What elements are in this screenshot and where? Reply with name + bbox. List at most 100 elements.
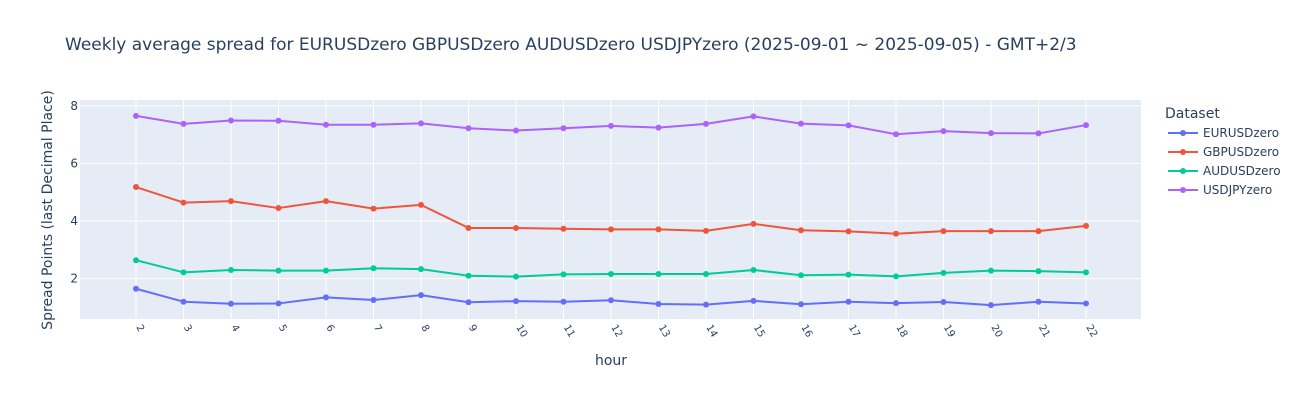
x-tick-label: 12 [608,323,624,340]
data-point [133,112,139,119]
x-tick-label: 16 [798,323,814,340]
legend-swatch-marker [1180,168,1186,174]
data-point [750,113,757,120]
data-point [418,292,424,299]
x-tick-label: 21 [1036,323,1052,340]
data-point [1035,228,1042,235]
series-lines [133,112,1089,309]
data-point [465,125,472,132]
data-point [608,297,614,304]
data-point [370,265,377,272]
data-point [370,296,377,303]
gridlines [80,100,1141,319]
data-point [608,122,614,129]
data-point [608,271,614,278]
data-point [1083,269,1089,276]
y-tick-label: 2 [70,272,78,286]
data-point [750,297,757,304]
data-point [133,184,139,191]
data-point [513,224,519,231]
y-tick-label: 4 [70,214,78,228]
data-point [465,299,472,306]
legend-swatch-marker [1180,130,1186,136]
data-point [1035,130,1042,137]
x-tick-label: 8 [418,323,431,334]
data-point [988,130,994,137]
x-tick-label: 7 [371,323,384,334]
x-tick-label: 4 [228,323,241,334]
x-tick-label: 2 [133,323,146,334]
legend-label: USDJPYzero [1203,183,1272,197]
data-point [323,198,329,205]
data-point [133,257,139,264]
data-point [1083,300,1089,307]
data-point [940,269,947,276]
x-tick-label: 19 [941,323,957,340]
data-point [275,300,282,307]
data-point [465,224,472,231]
data-point [513,298,519,305]
legend-title: Dataset [1165,106,1220,122]
data-point [228,117,234,124]
data-point [750,220,757,227]
data-point [228,300,234,307]
data-point [655,124,662,131]
data-point [180,298,187,305]
data-point [703,120,709,127]
data-point [703,271,709,278]
x-tick-label: 6 [323,323,336,334]
data-point [560,271,567,278]
data-point [323,121,329,128]
x-tick-label: 15 [751,323,767,340]
data-point [275,267,282,274]
data-point [703,227,709,234]
data-point [988,267,994,274]
x-axis-title: hour [595,353,627,369]
data-point [845,228,852,235]
data-point [228,267,234,274]
x-tick-label: 20 [988,323,1004,340]
data-point [560,125,567,132]
legend-label: GBPUSDzero [1203,145,1279,159]
data-point [655,226,662,233]
data-point [940,298,947,305]
x-tick-label: 18 [893,323,909,340]
data-point [275,117,282,124]
x-tick-label: 3 [181,323,194,334]
data-point [845,298,852,305]
data-point [180,199,187,206]
data-point [180,120,187,127]
x-axis-ticks: 2 3 4 5 6 7 8 9 10 11 12 13 14 15 16 17 18 19 20 21 22 [133,323,1099,340]
data-point [180,269,187,276]
data-point [513,273,519,280]
legend-swatch-marker [1180,187,1186,193]
data-point [845,122,852,129]
data-point [988,302,994,309]
data-point [893,300,899,307]
data-point [465,272,472,279]
data-point [703,301,709,308]
x-tick-label: 10 [513,323,529,340]
data-point [798,227,804,234]
data-point [370,205,377,212]
data-point [1083,222,1089,229]
data-point [1035,298,1042,305]
x-tick-label: 9 [466,323,479,334]
data-point [893,273,899,280]
data-point [418,266,424,273]
data-point [798,301,804,308]
data-point [655,301,662,308]
legend-label: AUDUSDzero [1203,164,1281,178]
data-point [940,128,947,135]
data-point [845,271,852,278]
chart-title: Weekly average spread for EURUSDzero GBP… [65,35,1077,55]
x-tick-label: 17 [846,323,862,340]
data-point [750,267,757,274]
y-axis-ticks: 2 4 6 8 [70,99,78,286]
data-point [893,131,899,138]
y-tick-label: 6 [70,156,78,170]
data-point [370,121,377,128]
data-point [275,205,282,212]
data-point [228,198,234,205]
data-point [1035,268,1042,275]
